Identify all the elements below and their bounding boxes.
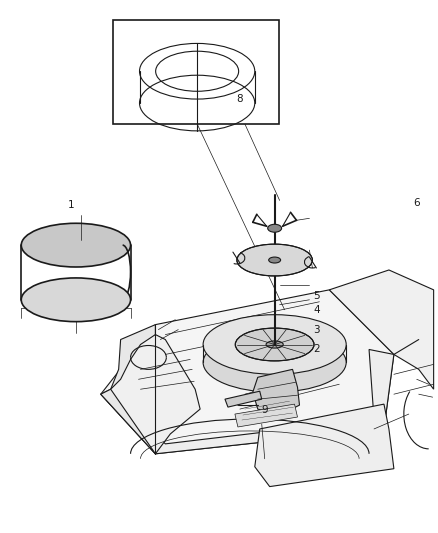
- Ellipse shape: [237, 244, 312, 276]
- Polygon shape: [101, 325, 155, 454]
- Ellipse shape: [268, 257, 280, 263]
- Text: 3: 3: [313, 325, 319, 335]
- Polygon shape: [110, 335, 200, 454]
- Text: 5: 5: [313, 290, 319, 301]
- Polygon shape: [224, 391, 261, 407]
- Polygon shape: [252, 369, 299, 415]
- Polygon shape: [101, 290, 393, 454]
- Ellipse shape: [203, 314, 346, 374]
- Polygon shape: [254, 404, 393, 487]
- Text: 6: 6: [413, 198, 419, 208]
- Text: 8: 8: [235, 94, 242, 104]
- Ellipse shape: [267, 224, 281, 232]
- Ellipse shape: [235, 328, 313, 361]
- Text: 9: 9: [260, 405, 267, 415]
- Polygon shape: [234, 404, 297, 427]
- Ellipse shape: [265, 341, 283, 348]
- Text: 4: 4: [313, 305, 319, 316]
- Ellipse shape: [21, 223, 130, 267]
- Text: 2: 2: [313, 344, 319, 353]
- Text: 1: 1: [67, 200, 74, 211]
- Ellipse shape: [203, 333, 346, 392]
- Polygon shape: [101, 350, 393, 454]
- Polygon shape: [328, 270, 433, 389]
- Bar: [113, 20, 278, 124]
- Ellipse shape: [21, 278, 130, 321]
